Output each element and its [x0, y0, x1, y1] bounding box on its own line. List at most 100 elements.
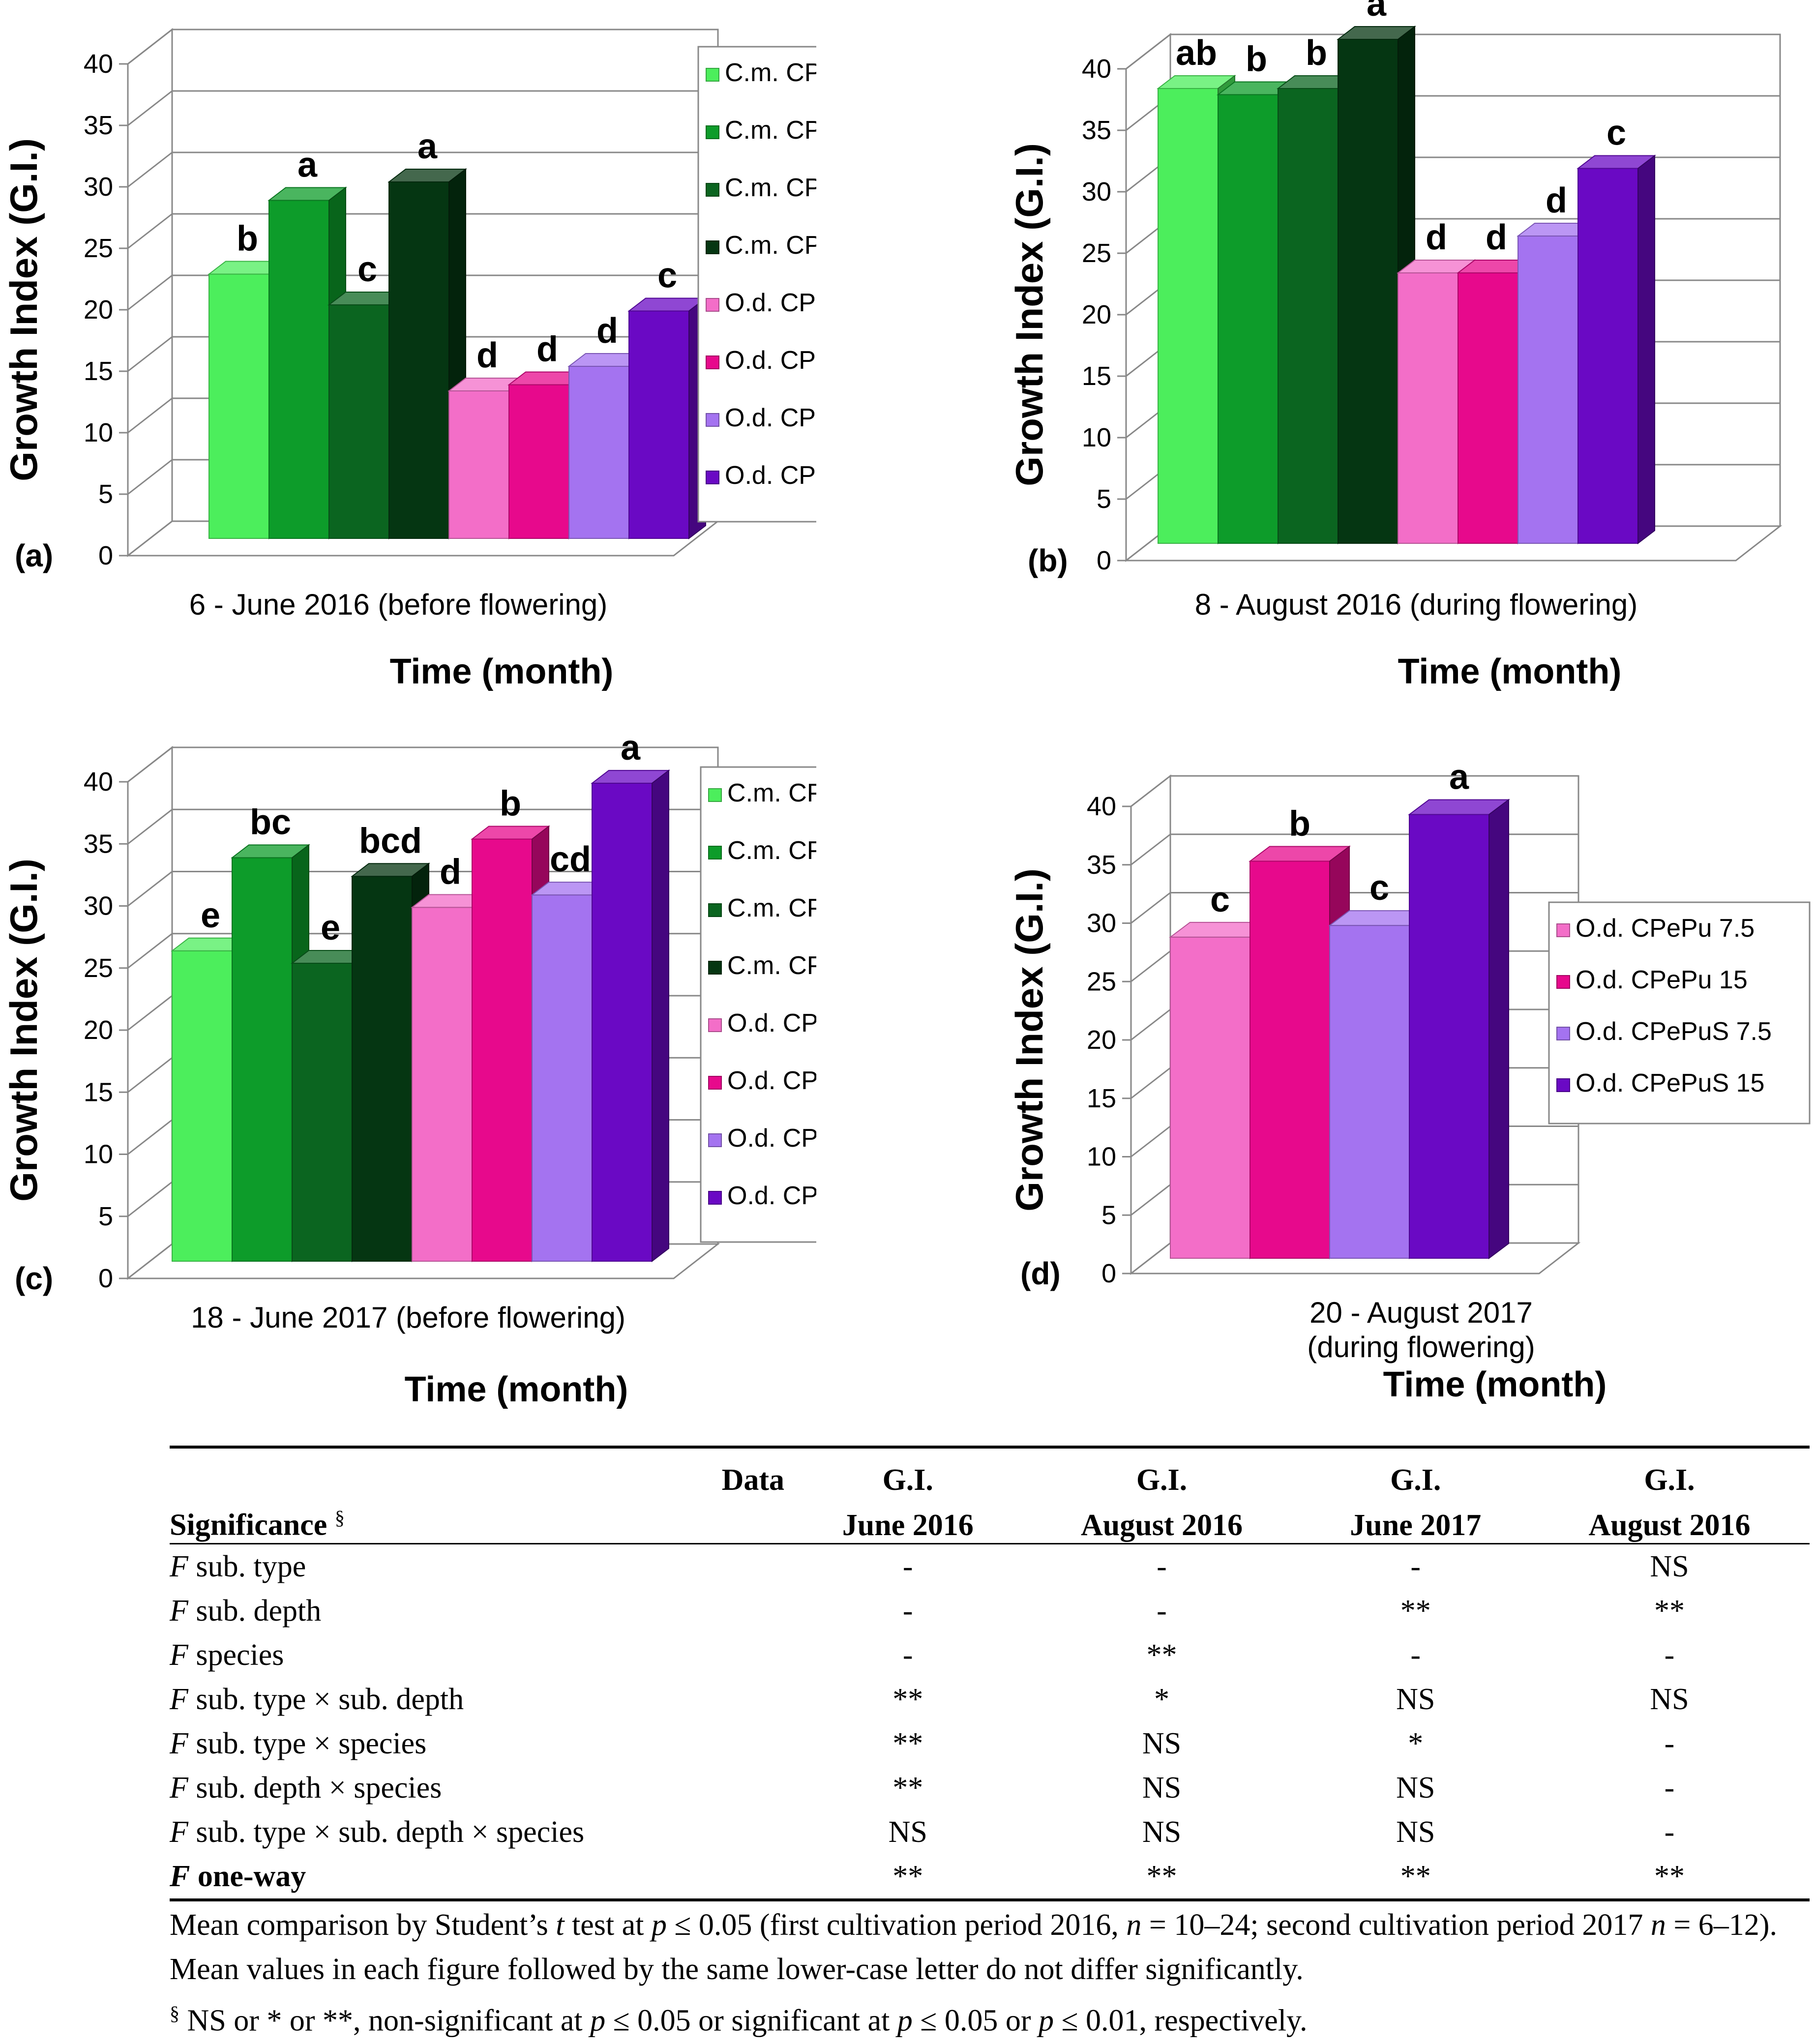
row-label: F sub. depth × species	[170, 1766, 794, 1810]
legend-swatch	[1556, 1078, 1570, 1092]
significance-letter: a	[621, 728, 641, 768]
table-cell: NS	[888, 1815, 927, 1849]
fn2-p2-italic: p	[897, 2004, 913, 2038]
x-axis-label: Time (month)	[1383, 1365, 1607, 1404]
table-body: F sub. type - - - NS F sub. depth - - ** ** F spec…	[170, 1544, 1810, 1901]
table-cell: -	[1664, 1638, 1675, 1672]
gridline-side	[1131, 1126, 1171, 1157]
legend-entry: O.d. CPePu 7.5	[727, 1009, 816, 1037]
table-row: F one-way ** ** ** **	[170, 1854, 1810, 1901]
legend-box	[1548, 901, 1811, 1125]
significance-letter: e	[321, 908, 340, 948]
y-tick-label: 25	[1087, 967, 1116, 996]
col-header-4-line2: August 2016	[1529, 1498, 1810, 1544]
fn1-n-italic: n	[1126, 1908, 1142, 1942]
fn2-p1-italic: p	[590, 2004, 606, 2038]
table-row: F sub. type × sub. depth × species NS NS NS…	[170, 1810, 1810, 1854]
category-label: (during flowering)	[1307, 1331, 1535, 1363]
table-cell: **	[1529, 1854, 1810, 1901]
row-label: F sub. type × sub. depth × species	[170, 1810, 794, 1854]
legend-entry: O.d. CPePu 15	[725, 346, 816, 375]
table-cell: -	[1664, 1815, 1675, 1849]
y-axis-label: Growth Index (G.I.)	[1008, 143, 1051, 486]
legend-swatch	[708, 961, 722, 975]
legend-swatch	[1556, 923, 1570, 937]
significance-letter: c	[1210, 880, 1230, 919]
row-f-italic: F	[170, 1771, 188, 1805]
gridline-side	[127, 746, 173, 783]
table-cell: **	[893, 1726, 923, 1760]
y-tick-label: 0	[1097, 546, 1111, 575]
legend-entry: O.d. CPePuS 7.5	[727, 1124, 816, 1153]
panel-label: (a)	[15, 538, 53, 573]
fn1-text-c: ≤ 0.05 (first cultivation period 2016,	[666, 1908, 1127, 1942]
table-row: F sub. type × species ** NS * -	[170, 1721, 1810, 1766]
y-tick-label: 10	[84, 418, 113, 447]
legend-entry: C.m. CPePuS 7.5	[725, 174, 816, 202]
significance-letter: a	[298, 146, 318, 185]
row-f-italic: F	[170, 1549, 188, 1583]
table-header-row-2: Significance § June 2016 August 2016 Jun…	[170, 1498, 1810, 1544]
gridline-side	[1131, 892, 1171, 924]
table-cell: **	[893, 1682, 923, 1716]
panel-label: (b)	[1028, 543, 1068, 578]
table-cell: -	[1410, 1549, 1421, 1583]
gridline-side	[127, 397, 173, 434]
significance-letter: d	[536, 330, 558, 369]
chart-d-svg: 0 5 10 15 20 25 30 35 40 c b c a Growth Index (G.I.) (…	[1008, 758, 1811, 1404]
footnote-1: Mean comparison by Student’s t test at p…	[170, 1903, 1812, 1991]
gridline-side	[127, 274, 173, 311]
legend-entry: C.m. CPePuS 7.5	[727, 894, 816, 922]
y-tick-label: 0	[98, 1264, 113, 1293]
category-label: 6 - June 2016 (before flowering)	[189, 588, 608, 621]
row-f-italic: F	[170, 1726, 188, 1760]
row-label-text: sub. depth	[188, 1594, 322, 1628]
table-cell: -	[1664, 1771, 1675, 1805]
y-tick-label: 15	[1082, 361, 1111, 391]
row-label: F sub. type × sub. depth	[170, 1677, 794, 1721]
gridline-side	[1131, 950, 1171, 982]
fn2-text-c: ≤ 0.05 or	[912, 2004, 1039, 2038]
y-tick-label: 40	[1082, 54, 1111, 84]
gridline-side	[127, 459, 173, 495]
significance-letter: c	[1369, 868, 1389, 908]
legend-swatch	[1556, 975, 1570, 989]
gridline-side	[127, 213, 173, 249]
significance-letter: b	[1306, 33, 1327, 73]
gridline-side	[127, 90, 173, 126]
data-header: Data	[170, 1446, 794, 1498]
row-label-text: sub. type × sub. depth	[188, 1682, 464, 1716]
legend-swatch	[708, 1191, 722, 1205]
table-cell: **	[1146, 1638, 1177, 1672]
fn1-p-italic: p	[651, 1908, 667, 1942]
y-tick-label: 5	[98, 1202, 113, 1231]
fn1-n2-italic: n	[1650, 1908, 1666, 1942]
col-header-2-line1: G.I.	[1021, 1446, 1302, 1498]
row-label-text: sub. type	[188, 1549, 306, 1583]
table-cell: -	[1664, 1726, 1675, 1760]
row-label-text: one-way	[190, 1859, 306, 1893]
legend-swatch	[708, 846, 722, 859]
y-tick-label: 35	[1087, 850, 1116, 880]
row-f-italic: F	[170, 1859, 190, 1893]
gridline-side	[127, 871, 173, 907]
gridline-side	[127, 1181, 173, 1217]
table-cell: -	[902, 1594, 913, 1628]
legend-entry: C.m. CPePu 7.5	[727, 779, 816, 807]
y-tick-label: 15	[84, 356, 113, 386]
significance-letter: bc	[250, 802, 291, 842]
y-tick-label: 10	[1082, 423, 1111, 452]
legend-entry: C.m. CPePuS 15	[727, 951, 816, 980]
legend-entry: O.d. CPePuS 7.5	[725, 404, 816, 432]
floor	[1124, 525, 1783, 562]
table-cell: *	[1154, 1682, 1169, 1716]
legend-swatch	[708, 788, 722, 802]
significance-letter: d	[1426, 218, 1447, 257]
x-axis-label: Time (month)	[405, 1370, 628, 1409]
significance-label: Significance	[170, 1509, 327, 1542]
table-cell: NS	[1142, 1726, 1182, 1760]
y-tick-label: 0	[1101, 1259, 1116, 1288]
chart-panel-a: 0 5 10 15 20 25 30 35 40 b a c a d d d c Growth Index (G.…	[0, 0, 816, 708]
significance-mark: §	[334, 1507, 345, 1529]
gridline-side	[127, 809, 173, 845]
